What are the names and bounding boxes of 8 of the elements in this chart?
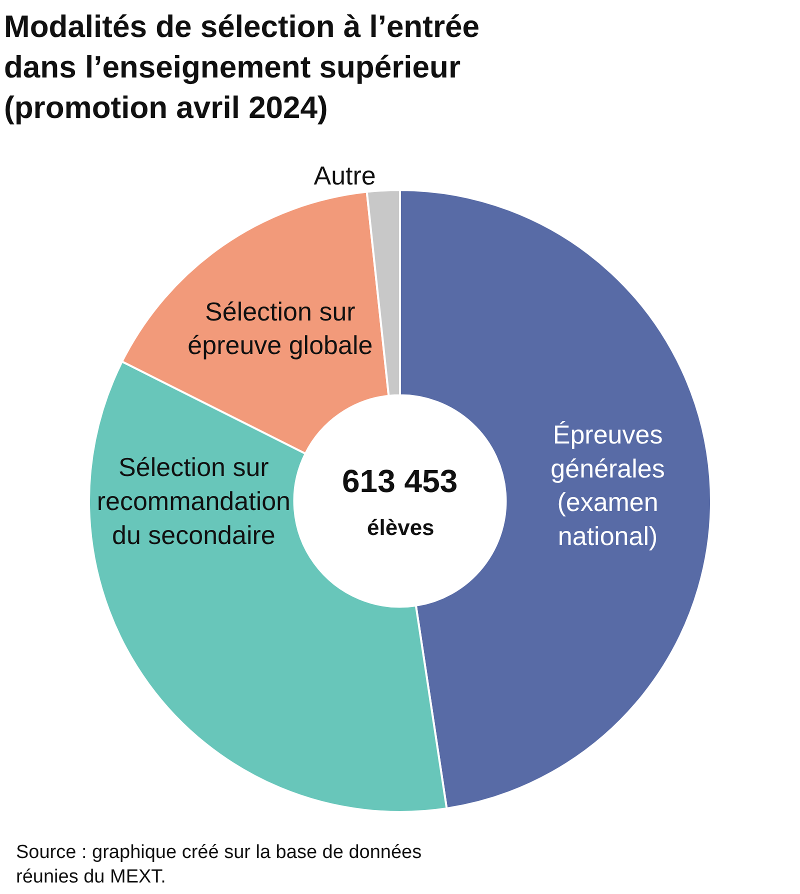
source-note: Source : graphique créé sur la base de données réunies du MEXT. <box>16 842 422 888</box>
slice-label: Sélection sur recommandation du secondaire <box>96 452 291 550</box>
chart-title: Modalités de sélection à l’entrée dans l’enseignement supérieur (promotion avril 2024) <box>4 9 480 125</box>
text: 613 453 <box>342 463 458 499</box>
slice-label: Épreuves générales (examen national) <box>550 420 665 552</box>
slice-label: Autre <box>314 160 376 190</box>
text: élèves <box>367 515 434 540</box>
slice-label: Sélection sur épreuve globale <box>188 296 373 360</box>
